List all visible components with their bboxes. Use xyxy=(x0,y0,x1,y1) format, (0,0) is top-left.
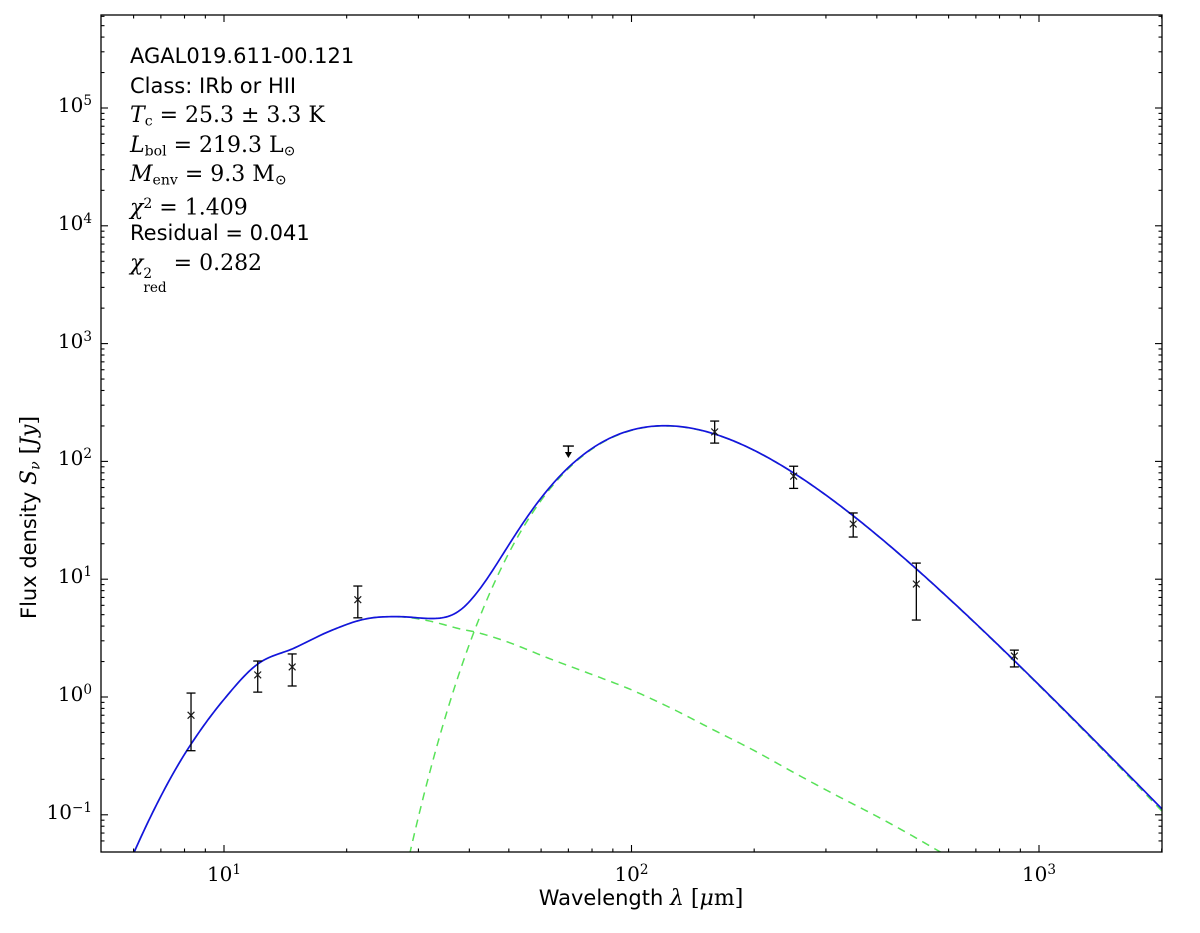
data-point-marker xyxy=(912,580,921,588)
x-axis-label: Wavelength λ [μm] xyxy=(538,886,744,911)
data-point-marker xyxy=(710,428,719,436)
x-axis-unit: m xyxy=(713,886,735,911)
y-tick-label: 100 xyxy=(57,682,92,706)
plot-frame xyxy=(100,14,1163,853)
x-axis-label-text: Wavelength xyxy=(538,886,670,910)
y-tick-label: 105 xyxy=(57,93,92,117)
data-point-marker xyxy=(353,595,362,604)
y-axis-label-text: Flux density xyxy=(17,485,41,619)
data-point-marker xyxy=(1010,652,1019,660)
x-tick-label: 103 xyxy=(1021,862,1057,886)
total-fit-curve xyxy=(133,424,1162,852)
data-point-marker xyxy=(288,663,297,671)
fit-parameters-annotation: AGAL019.611-00.121 Class: IRb or HII Tc … xyxy=(130,42,355,297)
warm-component-curve xyxy=(133,616,942,852)
y-tick-label: 103 xyxy=(57,328,92,353)
data-point-marker xyxy=(789,472,798,480)
x-tick-label: 102 xyxy=(614,862,649,886)
data-point-marker xyxy=(253,671,262,679)
y-tick-label: 102 xyxy=(57,446,92,471)
chi-squared: χ2 = 1.409 xyxy=(130,194,248,220)
y-axis-label: Flux density Sν [Jy] xyxy=(17,415,44,619)
x-tick-label: 101 xyxy=(206,862,242,886)
bolometric-luminosity: Lbol = 219.3 L⊙ xyxy=(130,132,296,160)
data-point-marker xyxy=(187,711,195,720)
y-tick-label: 101 xyxy=(57,564,92,589)
y-tick-label: 10−1 xyxy=(46,799,93,824)
upper-limit-arrow xyxy=(564,452,572,459)
data-point-marker xyxy=(849,520,858,528)
sun-symbol: ⊙ xyxy=(283,143,296,160)
sun-symbol: ⊙ xyxy=(274,172,287,189)
residual: Residual = 0.041 xyxy=(130,221,310,245)
y-axis-symbol: S xyxy=(17,469,42,485)
source-name: AGAL019.611-00.121 xyxy=(130,44,355,68)
y-tick-label: 104 xyxy=(57,210,92,235)
x-axis-symbol: λ xyxy=(669,886,684,911)
reduced-chi-squared: χ 2 red = 0.282 xyxy=(130,250,263,297)
y-axis-unit: Jy xyxy=(17,424,42,446)
cold-component-curve xyxy=(409,425,1162,852)
dust-temperature: Tc = 25.3 ± 3.3 K xyxy=(130,103,325,130)
envelope-mass: Menv = 9.3 M⊙ xyxy=(130,162,287,189)
source-class: Class: IRb or HII xyxy=(130,73,297,98)
